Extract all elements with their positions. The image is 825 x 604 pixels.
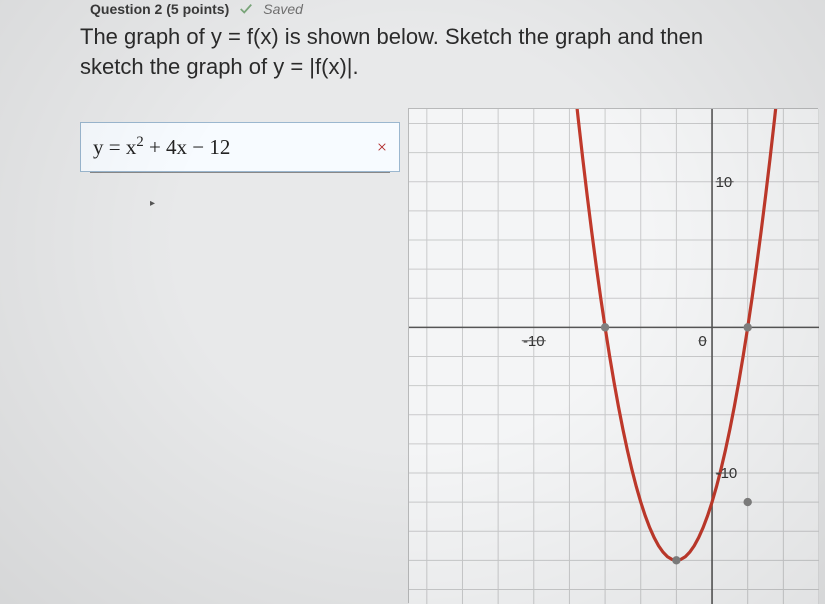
incorrect-icon: × [377, 137, 387, 158]
plotted-point [601, 323, 609, 331]
question-label: Question 2 (5 points) [90, 1, 229, 17]
parabola-chart: 100-10-10 [409, 109, 819, 604]
saved-label: Saved [263, 1, 303, 17]
caret-icon: ▸ [150, 198, 155, 209]
answer-equation: y = x2 + 4x − 12 [93, 134, 369, 160]
question-prompt: The graph of y = f(x) is shown below. Sk… [80, 22, 795, 81]
plotted-point [672, 556, 680, 564]
answer-underline [90, 172, 390, 173]
prompt-line-2: sketch the graph of y = |f(x)|. [80, 54, 359, 79]
prompt-line-1: The graph of y = f(x) is shown below. Sk… [80, 24, 703, 49]
question-header: Question 2 (5 points) Saved [90, 0, 785, 18]
checkmark-icon [239, 2, 253, 16]
graph-panel: 100-10-10 [408, 108, 818, 603]
plotted-point [743, 498, 751, 506]
plotted-point [743, 323, 751, 331]
answer-input[interactable]: y = x2 + 4x − 12 × [80, 122, 400, 172]
axis-label: 10 [716, 174, 733, 191]
